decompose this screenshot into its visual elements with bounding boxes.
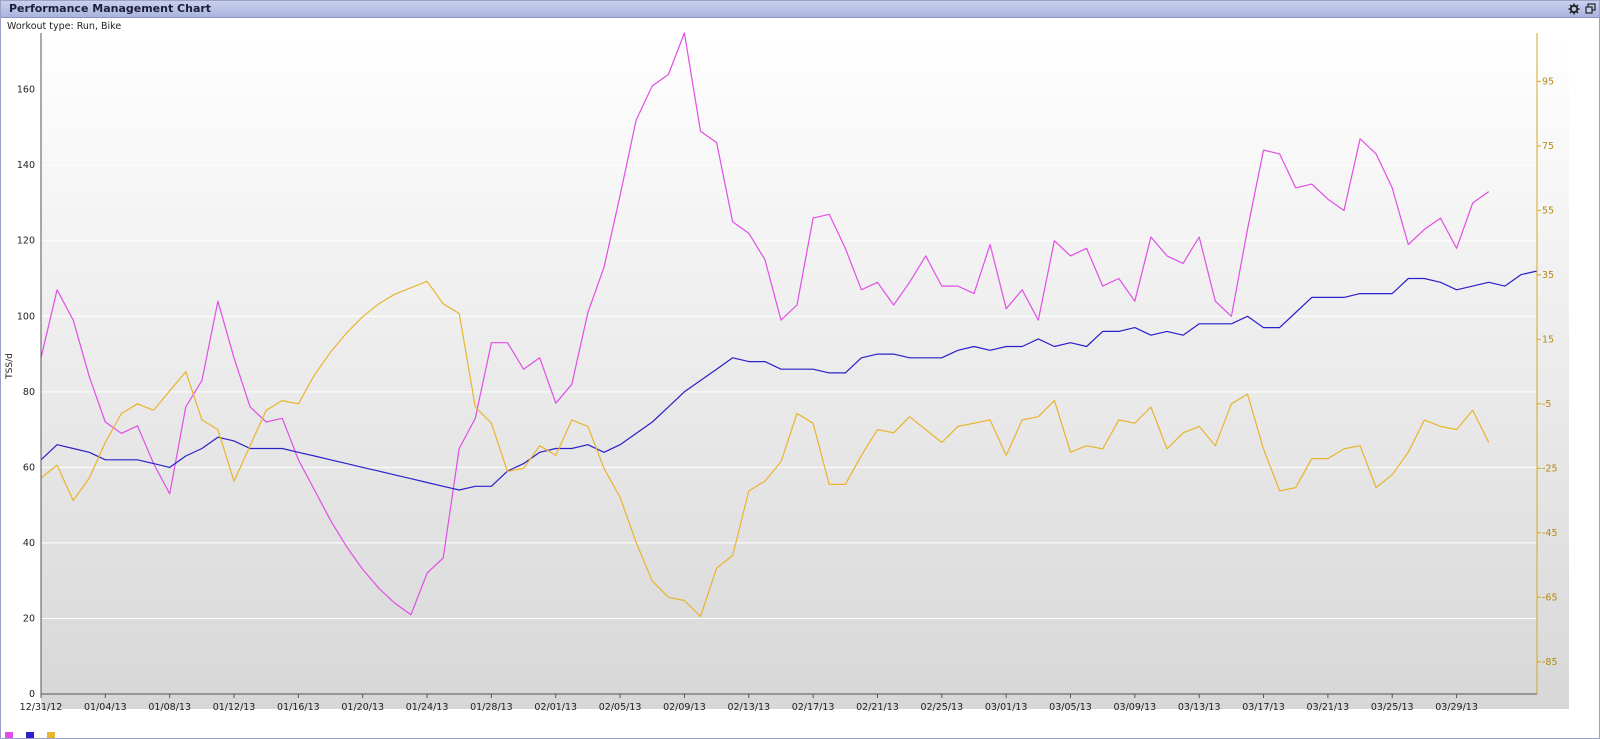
- y2-tick-label: -85: [1542, 657, 1558, 668]
- x-tick-label: 02/09/13: [663, 702, 706, 713]
- x-tick-label: 02/25/13: [920, 702, 963, 713]
- x-tick-label: 03/13/13: [1178, 702, 1221, 713]
- x-tick-label: 01/28/13: [470, 702, 513, 713]
- chart-legend: [5, 731, 55, 738]
- y-axis-title: TSS/d: [5, 353, 15, 380]
- y-tick-label: 120: [17, 236, 35, 247]
- x-tick-label: 01/16/13: [277, 702, 320, 713]
- x-tick-label: 01/04/13: [84, 702, 127, 713]
- y-tick-label: 0: [29, 689, 35, 700]
- y-tick-label: 60: [23, 462, 35, 473]
- series-line-tsb: [40, 280, 1490, 618]
- x-tick-label: 03/29/13: [1435, 702, 1478, 713]
- x-tick-label: 02/05/13: [599, 702, 642, 713]
- x-tick-label: 03/17/13: [1242, 702, 1285, 713]
- y-tick-label: 160: [17, 85, 35, 96]
- legend-item-atl[interactable]: [5, 731, 16, 738]
- y2-tick-label: -65: [1542, 592, 1558, 603]
- x-tick-label: 03/25/13: [1371, 702, 1414, 713]
- x-tick-label: 01/12/13: [213, 702, 256, 713]
- x-tick-label: 01/24/13: [406, 702, 449, 713]
- y-tick-label: 80: [23, 387, 35, 398]
- y2-tick-label: 75: [1542, 141, 1554, 152]
- x-tick-label: 02/13/13: [727, 702, 770, 713]
- x-tick-label: 02/21/13: [856, 702, 899, 713]
- x-tick-label: 03/05/13: [1049, 702, 1092, 713]
- y2-tick-label: 55: [1542, 205, 1554, 216]
- plot-background: [41, 33, 1569, 709]
- y-tick-label: 140: [17, 160, 35, 171]
- y-tick-label: 100: [17, 311, 35, 322]
- workout-type-label: Workout type: Run, Bike: [7, 21, 122, 32]
- title-bar: Performance Management Chart: [1, 1, 1599, 18]
- x-tick-label: 02/01/13: [534, 702, 577, 713]
- gear-icon[interactable]: [1567, 2, 1580, 15]
- y2-tick-label: 15: [1542, 334, 1554, 345]
- series-line-ctl: [40, 270, 1538, 491]
- x-tick-label: 02/17/13: [792, 702, 835, 713]
- x-tick-label: 01/08/13: [148, 702, 191, 713]
- y-tick-label: 40: [23, 538, 35, 549]
- x-tick-label: 01/20/13: [341, 702, 384, 713]
- y2-tick-label: -5: [1542, 399, 1551, 410]
- legend-item-tsb[interactable]: [47, 731, 55, 738]
- x-tick-label: 03/09/13: [1114, 702, 1157, 713]
- series-line-atl: [40, 32, 1490, 616]
- legend-item-ctl[interactable]: [26, 731, 37, 738]
- y-tick-label: 20: [23, 613, 35, 624]
- x-tick-label: 12/31/12: [20, 702, 63, 713]
- x-tick-label: 03/21/13: [1307, 702, 1350, 713]
- y2-tick-label: 35: [1542, 270, 1554, 281]
- y2-tick-label: -25: [1542, 463, 1558, 474]
- y2-tick-label: -45: [1542, 528, 1558, 539]
- y2-tick-label: 95: [1542, 76, 1554, 87]
- x-tick-label: 03/01/13: [985, 702, 1028, 713]
- window-title: Performance Management Chart: [9, 2, 212, 15]
- restore-icon[interactable]: [1584, 2, 1597, 15]
